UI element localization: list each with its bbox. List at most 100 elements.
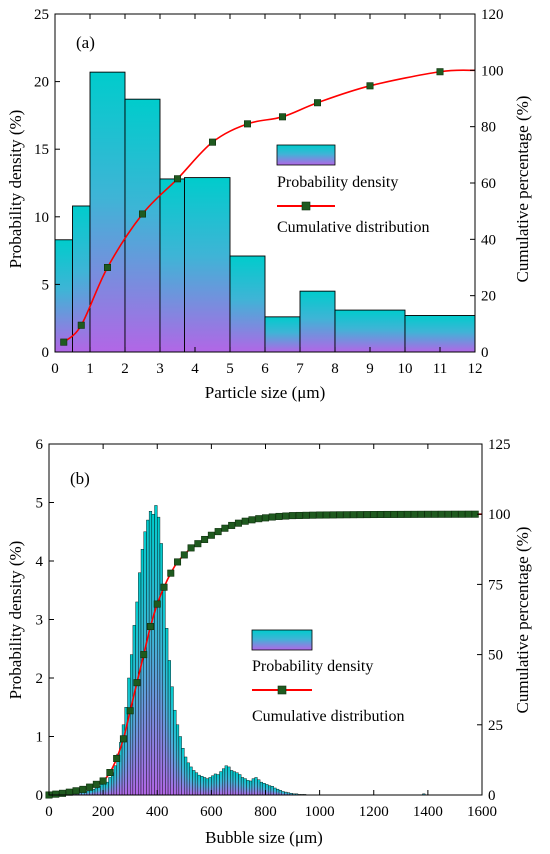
chart-a-bar xyxy=(184,177,231,353)
chart-a-y-tick-label-left: 10 xyxy=(34,210,49,226)
chart-b-bar xyxy=(89,790,93,796)
chart-b-cumulative-point xyxy=(153,600,161,608)
chart-b-cumulative-point xyxy=(194,540,202,548)
chart-a-y-tick-label-left: 5 xyxy=(42,277,50,293)
chart-b-legend-swatch-marker xyxy=(277,685,287,695)
chart-a-legend-cumulative: Cumulative distribution xyxy=(277,219,429,236)
chart-b-x-tick-label: 1000 xyxy=(305,804,335,820)
chart-b-bar xyxy=(135,601,139,796)
chart-b-bar xyxy=(181,748,185,796)
chart-a-x-tick-label: 5 xyxy=(226,361,234,377)
chart-b-cumulative-point xyxy=(72,787,80,795)
chart-b-bars xyxy=(59,505,426,796)
chart-b-cumulative-point xyxy=(92,780,100,788)
chart-a-cumulative-point xyxy=(60,338,68,346)
chart-b-panel-label: (b) xyxy=(70,469,90,488)
chart-b-y-tick-label-right: 25 xyxy=(488,718,503,734)
chart-a-cumulative-point xyxy=(366,82,374,90)
chart-a-cumulative-point xyxy=(244,120,252,128)
chart-b-x-tick-label: 400 xyxy=(146,804,169,820)
chart-b-cumulative-point xyxy=(268,513,276,521)
chart-a-y-tick-label-left: 0 xyxy=(42,345,50,361)
chart-a-x-tick-label: 4 xyxy=(191,361,199,377)
chart-b-bar xyxy=(170,686,174,796)
chart-a-bars xyxy=(54,71,476,353)
chart-b-bar xyxy=(129,654,134,796)
chart-b-cumulative-point xyxy=(424,510,432,518)
chart-b-cumulative-point xyxy=(282,512,290,520)
chart-b-cumulative-point xyxy=(167,569,175,577)
chart-b-x-tick-label: 1200 xyxy=(359,804,389,820)
chart-b-cumulative-point xyxy=(349,511,357,519)
chart-b-cumulative-point xyxy=(322,511,330,519)
chart-a-legend-density: Probability density xyxy=(277,174,398,191)
chart-b-bar xyxy=(257,779,261,796)
chart-b-cumulative-point xyxy=(86,783,94,791)
chart-b-bar xyxy=(232,771,236,796)
chart-a-cumulative-point xyxy=(313,99,321,107)
chart-b-bar xyxy=(219,771,223,796)
chart-a-bar xyxy=(72,205,91,353)
chart-a-y-tick-label-right: 60 xyxy=(481,176,496,192)
chart-b-cumulative-point xyxy=(437,510,445,518)
chart-b-x-axis-label: Bubble size (μm) xyxy=(205,828,323,847)
chart-a-x-tick-label: 12 xyxy=(468,361,483,377)
chart-b-cumulative-point xyxy=(275,512,283,520)
chart-b-cumulative-point xyxy=(207,531,215,539)
chart-b-cumulative-point xyxy=(383,510,391,518)
chart-b-cumulative-point xyxy=(234,519,242,527)
chart-b-bar xyxy=(148,511,153,796)
chart-b-bar xyxy=(270,786,274,796)
chart-a-y-tick-label-right: 20 xyxy=(481,289,496,305)
chart-b-cumulative-point xyxy=(295,511,303,519)
chart-b-x-tick-label: 0 xyxy=(45,804,53,820)
chart-b-bar xyxy=(184,756,188,796)
chart-b-bar xyxy=(268,785,272,796)
chart-b-y-tick-label-right: 0 xyxy=(488,788,496,804)
chart-b-x-tick-label: 600 xyxy=(200,804,223,820)
chart-b-cumulative-line xyxy=(48,513,482,796)
chart-b-bar xyxy=(259,781,263,796)
chart-b-cumulative-point xyxy=(431,510,439,518)
chart-b-y-tick-label-right: 50 xyxy=(488,648,503,664)
chart-b-bar xyxy=(173,709,177,796)
chart-b-cumulative-point xyxy=(113,754,121,762)
chart-a-x-tick-label: 2 xyxy=(121,361,129,377)
chart-a-cumulative-point xyxy=(436,68,444,76)
chart-a-y-tick-label-right: 100 xyxy=(481,63,504,79)
chart-b-legend-density: Probability density xyxy=(252,658,373,675)
chart-a-panel-label: (a) xyxy=(76,33,95,52)
chart-b-bar xyxy=(157,516,161,796)
chart-b-bar xyxy=(192,770,196,796)
chart-b-cumulative-point xyxy=(397,510,405,518)
chart-a-cumulative-point xyxy=(77,321,85,329)
chart-a-y-tick-label-right: 40 xyxy=(481,232,496,248)
chart-b-bar xyxy=(213,773,217,796)
chart-b-legend-cumulative: Cumulative distribution xyxy=(252,708,404,725)
chart-b-ticks: 0 200 400 600 800 1000 1200 1400 160001234560255… xyxy=(36,437,511,820)
chart-b-cumulative-point xyxy=(363,511,371,519)
chart-a-x-tick-label: 10 xyxy=(398,361,413,377)
chart-b-bar xyxy=(238,774,242,796)
chart-b-bar xyxy=(108,777,112,796)
chart-b-cumulative-point xyxy=(126,707,134,715)
chart-b-y-tick-label-left: 1 xyxy=(36,730,44,746)
chart-b-bar xyxy=(216,774,220,796)
chart-b-x-tick-label: 1600 xyxy=(467,804,497,820)
chart-b-cumulative-point xyxy=(377,510,385,518)
chart-b-bar xyxy=(127,677,131,796)
chart-b-cumulative-point xyxy=(187,544,195,552)
chart-a-cumulative-point xyxy=(209,138,217,146)
chart-b-cumulative-point xyxy=(255,515,263,523)
chart-b-cumulative-point xyxy=(356,511,364,519)
chart-b-y-tick-label-left: 4 xyxy=(36,554,44,570)
chart-b-cumulative-point xyxy=(214,528,222,536)
chart-a-y-tick-label-left: 25 xyxy=(34,7,49,23)
chart-a-legend-swatch-density xyxy=(276,144,336,166)
chart-a-x-tick-label: 0 xyxy=(51,361,59,377)
chart-a-x-axis-label: Particle size (μm) xyxy=(205,383,326,402)
chart-b-cumulative-point xyxy=(106,769,114,777)
chart-a-x-tick-label: 1 xyxy=(86,361,94,377)
chart-b-y-tick-label-right: 100 xyxy=(488,507,511,523)
chart-b-cumulative-point xyxy=(201,535,209,543)
